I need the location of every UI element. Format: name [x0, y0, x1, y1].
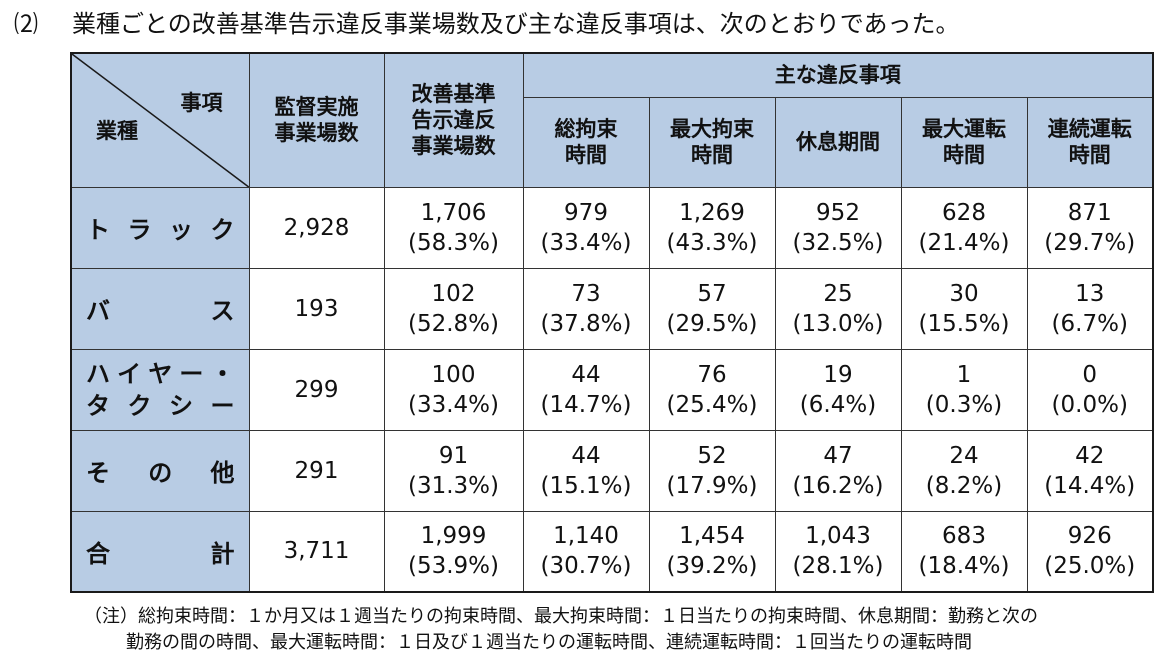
cell-value: 100 (33.4%) — [383, 348, 524, 431]
row-label-bus: バス — [70, 267, 250, 350]
corner-diagonal — [72, 54, 248, 186]
section-title: 業種ごとの改善基準告示違反事業場数及び主な違反事項は、次のとおりであった。 — [72, 10, 960, 38]
corner-item-label: 事項 — [180, 91, 223, 115]
cell-value: 42 (14.4%) — [1026, 429, 1154, 512]
cell-value: 57 (29.5%) — [648, 267, 776, 350]
header-rest-period: 休息期間 — [774, 96, 902, 188]
cell-value: 30 (15.5%) — [900, 267, 1028, 350]
cell-inspected: 299 — [248, 348, 385, 431]
cell-inspected: 291 — [248, 429, 385, 512]
cell-value: 1,706 (58.3%) — [383, 186, 524, 269]
cell-value: 683 (18.4%) — [900, 510, 1028, 593]
cell-value: 1,999 (53.9%) — [383, 510, 524, 593]
header-max-restraint: 最大拘束 時間 — [648, 96, 776, 188]
corner-header: 事項 業種 — [70, 52, 250, 188]
cell-value: 926 (25.0%) — [1026, 510, 1154, 593]
header-main-violations: 主な違反事項 — [522, 52, 1154, 98]
cell-value: 52 (17.9%) — [648, 429, 776, 512]
row-label-total: 合計 — [70, 510, 250, 593]
cell-value: 44 (14.7%) — [522, 348, 650, 431]
cell-value: 628 (21.4%) — [900, 186, 1028, 269]
cell-value: 1,269 (43.3%) — [648, 186, 776, 269]
row-label-other: その 他 — [70, 429, 250, 512]
cell-inspected: 193 — [248, 267, 385, 350]
cell-value: 91 (31.3%) — [383, 429, 524, 512]
cell-value: 102 (52.8%) — [383, 267, 524, 350]
cell-value: 24 (8.2%) — [900, 429, 1028, 512]
table-row: その 他 291 91 (31.3%) 44 (15.1%) 52 (17.9%) 4… — [70, 429, 1154, 512]
violations-table: 事項 業種 監督実施 事業場数 改善基準 告示違反 事業場数 主な違反事項 総拘… — [70, 52, 1154, 593]
section-number: ⑵ — [14, 10, 38, 38]
cell-value: 1,043 (28.1%) — [774, 510, 902, 593]
section-heading: ⑵ 業種ごとの改善基準告示違反事業場数及び主な違反事項は、次のとおりであった。 — [0, 4, 1165, 44]
header-continuous-driving: 連続運転 時間 — [1026, 96, 1154, 188]
cell-value: 1,140 (30.7%) — [522, 510, 650, 593]
table-row-total: 合計 3,711 1,999 (53.9%) 1,140 (30.7%) 1,454… — [70, 510, 1154, 593]
cell-value: 979 (33.4%) — [522, 186, 650, 269]
header-max-driving: 最大運転 時間 — [900, 96, 1028, 188]
cell-value: 47 (16.2%) — [774, 429, 902, 512]
cell-value: 73 (37.8%) — [522, 267, 650, 350]
cell-value: 871 (29.7%) — [1026, 186, 1154, 269]
corner-industry-label: 業種 — [96, 119, 138, 143]
footnote-line-2: 勤務の間の時間、最大運転時間：１日及び１週当たりの運転時間、連続運転時間：１回当… — [126, 632, 972, 653]
table-row: バス 193 102 (52.8%) 73 (37.8%) 57 (29.5%) 25… — [70, 267, 1154, 350]
footnote: （注）総拘束時間：１か月又は１週当たりの拘束時間、最大拘束時間：１日当たりの拘束… — [84, 604, 1154, 656]
cell-inspected: 2,928 — [248, 186, 385, 269]
table-row: ハイ ヤー ・ タク シー 299 100 (33.4%) 44 (14.7%) 7… — [70, 348, 1154, 431]
footnote-line-1: （注）総拘束時間：１か月又は１週当たりの拘束時間、最大拘束時間：１日当たりの拘束… — [84, 606, 1038, 627]
cell-inspected: 3,711 — [248, 510, 385, 593]
header-total-restraint: 総拘束 時間 — [522, 96, 650, 188]
row-label-truck: トラ ック — [70, 186, 250, 269]
cell-value: 952 (32.5%) — [774, 186, 902, 269]
header-inspected: 監督実施 事業場数 — [248, 52, 385, 188]
table-row: トラ ック 2,928 1,706 (58.3%) 979 (33.4%) 1,26… — [70, 186, 1154, 269]
cell-value: 76 (25.4%) — [648, 348, 776, 431]
cell-value: 1 (0.3%) — [900, 348, 1028, 431]
cell-value: 1,454 (39.2%) — [648, 510, 776, 593]
cell-value: 25 (13.0%) — [774, 267, 902, 350]
header-violation-count: 改善基準 告示違反 事業場数 — [383, 52, 524, 188]
cell-value: 44 (15.1%) — [522, 429, 650, 512]
cell-value: 0 (0.0%) — [1026, 348, 1154, 431]
cell-value: 13 (6.7%) — [1026, 267, 1154, 350]
row-label-hire-taxi: ハイ ヤー ・ タク シー — [70, 348, 250, 431]
cell-value: 19 (6.4%) — [774, 348, 902, 431]
